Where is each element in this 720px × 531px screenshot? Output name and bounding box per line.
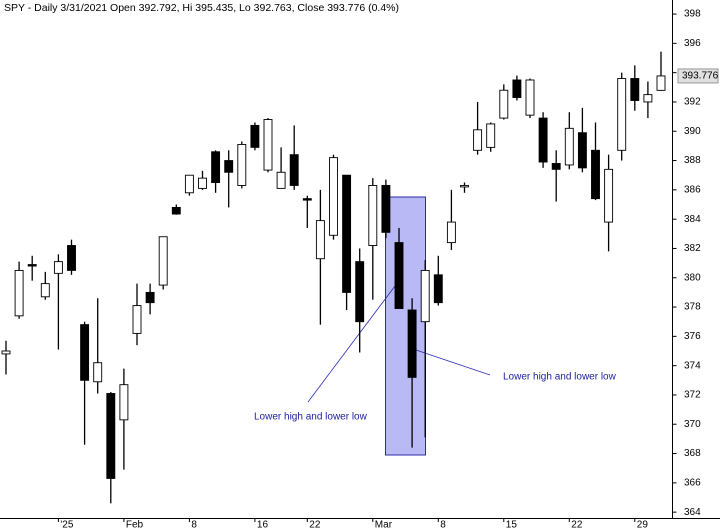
candle-body [263,119,273,171]
candle-body [1,350,11,355]
y-tick-label: 380 [684,272,701,283]
candle-body [198,177,207,189]
y-tick-label: 364 [684,507,701,518]
candle-body [40,283,50,298]
x-tick-label: 15 [506,520,518,531]
y-tick-label: 372 [684,390,701,401]
candle-body [184,174,194,194]
x-tick-label: '25 [60,520,73,531]
y-tick-label: 390 [684,126,701,137]
y-tick-label: 396 [684,38,701,49]
candle-body [473,129,483,151]
candle-body [433,274,443,304]
candle-body [499,89,509,119]
candle-body [564,127,574,166]
x-tick-label: 16 [257,520,269,531]
y-tick-label: 392 [684,97,701,108]
candle-body [80,324,90,381]
y-tick-label: 370 [684,419,701,430]
y-tick-label: 374 [684,360,701,371]
candle-body [315,220,325,260]
candle-body [119,384,129,421]
y-tick-label: 386 [684,184,701,195]
candle-body [486,123,496,148]
candle-body [525,79,535,116]
candle-body [355,261,365,323]
candle-body [27,264,37,267]
candle-body [289,154,299,186]
candle-body [158,236,168,286]
candle-body [276,171,286,189]
candle-body [420,269,430,323]
candle-body [211,151,221,183]
candle-body [577,132,587,169]
candle-body [329,157,338,236]
last-price-box [677,68,719,84]
candle-body [132,305,142,334]
candle-body [591,149,600,200]
candle-body [643,94,653,103]
x-tick-label: 22 [309,520,321,531]
candle-body [224,160,234,173]
annotation: Lower high and lower low [503,372,617,383]
x-tick-label: 8 [191,520,197,531]
candle-body [145,291,155,304]
y-tick-label: 378 [684,302,701,313]
candle-body [53,261,63,274]
y-tick-label: 384 [684,214,701,225]
candle-body [460,185,469,188]
y-tick-label: 366 [684,477,701,488]
annotation-line [307,281,399,403]
candle-body [512,79,522,99]
candle-body [368,185,378,246]
x-tick-label: 8 [440,520,446,531]
candle-body [302,198,312,201]
x-tick-label: 29 [637,520,649,531]
candle-body [93,362,103,383]
candle-body [14,269,24,317]
y-tick-label: 368 [684,448,701,459]
candle-body [106,393,116,479]
highlight-box [385,196,426,456]
chart-title: SPY - Daily 3/31/2021 Open 392.792, Hi 3… [4,2,399,14]
y-tick-label: 376 [684,331,701,342]
last-price-label: 393.776 [682,71,719,82]
y-tick-label: 388 [684,155,701,166]
candle-body [407,309,417,378]
candle-body [604,168,614,223]
y-tick-label: 398 [684,9,701,20]
y-tick-label: 382 [684,243,701,254]
candle-body [617,78,627,151]
candle-body [342,174,352,293]
candle-body [656,75,666,91]
candle-body [67,245,76,271]
candle-body [630,78,640,101]
candle-body [237,143,247,186]
x-tick-label: Mar [375,520,393,531]
x-tick-label: 22 [571,520,583,531]
x-tick-label: Feb [126,520,144,531]
candle-body [538,117,548,163]
candle-body [381,185,391,233]
candle-body [551,163,561,170]
candle-body [394,242,404,309]
candle-body [250,124,260,148]
candle-body [446,221,456,244]
annotation: Lower high and lower low [254,412,368,423]
candle-body [171,206,181,215]
